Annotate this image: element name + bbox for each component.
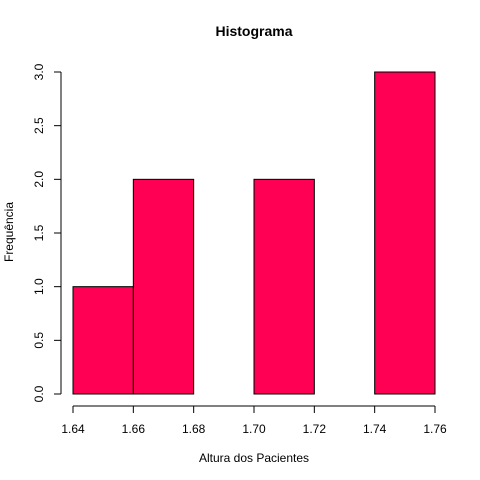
y-tick-label: 2.0 [32,171,46,188]
y-axis-label: Frequência [2,202,16,262]
y-tick-label: 1.0 [32,278,46,295]
x-axis-label: Altura dos Pacientes [199,451,309,465]
histogram-bar-6 [374,71,436,395]
x-tick-label: 1.66 [122,422,146,436]
x-tick-label: 1.72 [303,422,327,436]
x-tick-label: 1.64 [61,422,85,436]
y-tick-label: 3.0 [32,63,46,80]
bars-group [72,71,436,395]
histogram-bar-2 [132,178,195,395]
histogram-bar-1 [72,286,134,395]
x-axis: 1.64 1.66 1.68 1.70 1.72 1.74 1.76 [61,405,447,436]
x-tick-label: 1.76 [423,422,447,436]
y-tick-label: 1.5 [32,224,46,241]
y-tick-label: 2.5 [32,117,46,134]
x-tick-label: 1.74 [363,422,387,436]
y-tick-label: 0.5 [32,332,46,349]
y-axis: 0.0 0.5 1.0 1.5 2.0 2.5 3.0 [32,63,62,402]
x-tick-label: 1.70 [242,422,266,436]
y-tick-label: 0.0 [32,385,46,402]
chart-title: Histograma [215,23,292,39]
histogram-bar-4 [253,178,315,395]
x-tick-label: 1.68 [182,422,206,436]
